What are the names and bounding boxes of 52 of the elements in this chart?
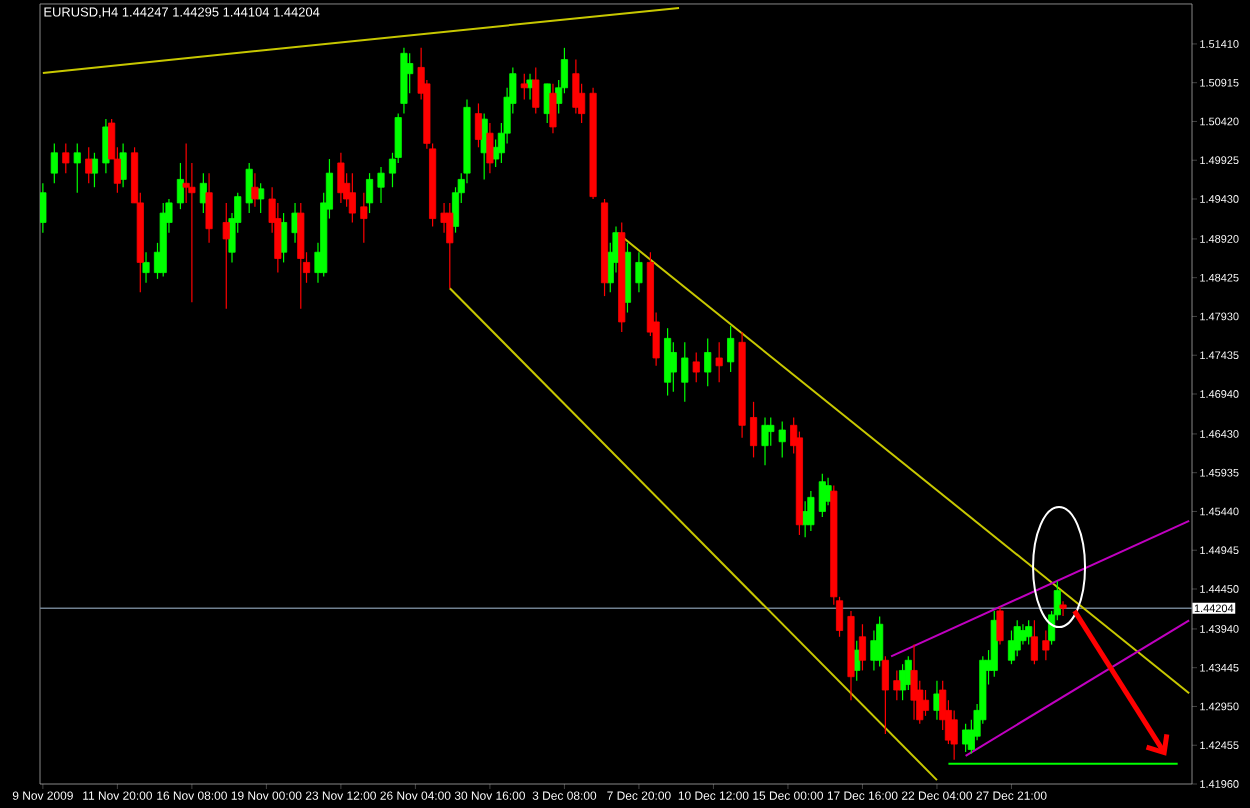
candlestick bbox=[366, 172, 374, 214]
candlestick bbox=[176, 162, 184, 210]
candlestick bbox=[715, 341, 723, 383]
candlestick bbox=[62, 142, 70, 174]
candlestick bbox=[681, 341, 689, 403]
candlestick bbox=[807, 490, 815, 532]
candlestick bbox=[222, 202, 230, 310]
candlestick bbox=[824, 477, 832, 506]
candlestick bbox=[761, 416, 769, 466]
candlestick bbox=[50, 142, 58, 184]
candlestick bbox=[996, 606, 1004, 646]
candlestick bbox=[205, 172, 213, 244]
candlestick bbox=[102, 118, 110, 174]
candlestick bbox=[142, 251, 150, 284]
candlestick bbox=[1030, 619, 1038, 665]
candlestick bbox=[635, 251, 643, 293]
candlestick bbox=[360, 192, 368, 244]
candlestick bbox=[858, 623, 867, 672]
candlestick bbox=[704, 337, 712, 387]
candlestick bbox=[910, 644, 918, 721]
candlestick bbox=[446, 202, 454, 289]
candlestick bbox=[486, 122, 494, 174]
candlestick bbox=[348, 172, 356, 224]
candlestick bbox=[520, 73, 528, 101]
candlestick bbox=[669, 341, 677, 393]
candlestick bbox=[876, 615, 884, 668]
candlestick bbox=[1042, 629, 1050, 661]
candlestick bbox=[543, 83, 551, 124]
candlestick bbox=[1019, 623, 1027, 646]
candlestick bbox=[921, 689, 930, 717]
candlestick bbox=[962, 723, 970, 753]
candlestick bbox=[881, 655, 889, 735]
candlestick bbox=[692, 351, 700, 383]
candlestick bbox=[337, 152, 345, 204]
candlestick bbox=[549, 83, 557, 134]
candlestick bbox=[572, 58, 580, 115]
candlestick bbox=[893, 669, 901, 701]
candlestick bbox=[297, 202, 305, 310]
candlestick bbox=[1059, 600, 1067, 617]
candlestick bbox=[1025, 619, 1033, 646]
candlestick bbox=[532, 66, 540, 115]
candlestick bbox=[750, 401, 758, 459]
candlestick bbox=[474, 102, 482, 148]
candlestick bbox=[119, 142, 127, 188]
candlestick bbox=[664, 327, 672, 397]
candlestick bbox=[377, 166, 385, 204]
candlestick bbox=[1013, 619, 1021, 657]
candlestick bbox=[40, 182, 47, 234]
candlestick bbox=[73, 142, 81, 194]
candlestick bbox=[727, 325, 735, 373]
candlestick bbox=[251, 172, 259, 208]
candlestick bbox=[85, 146, 93, 184]
